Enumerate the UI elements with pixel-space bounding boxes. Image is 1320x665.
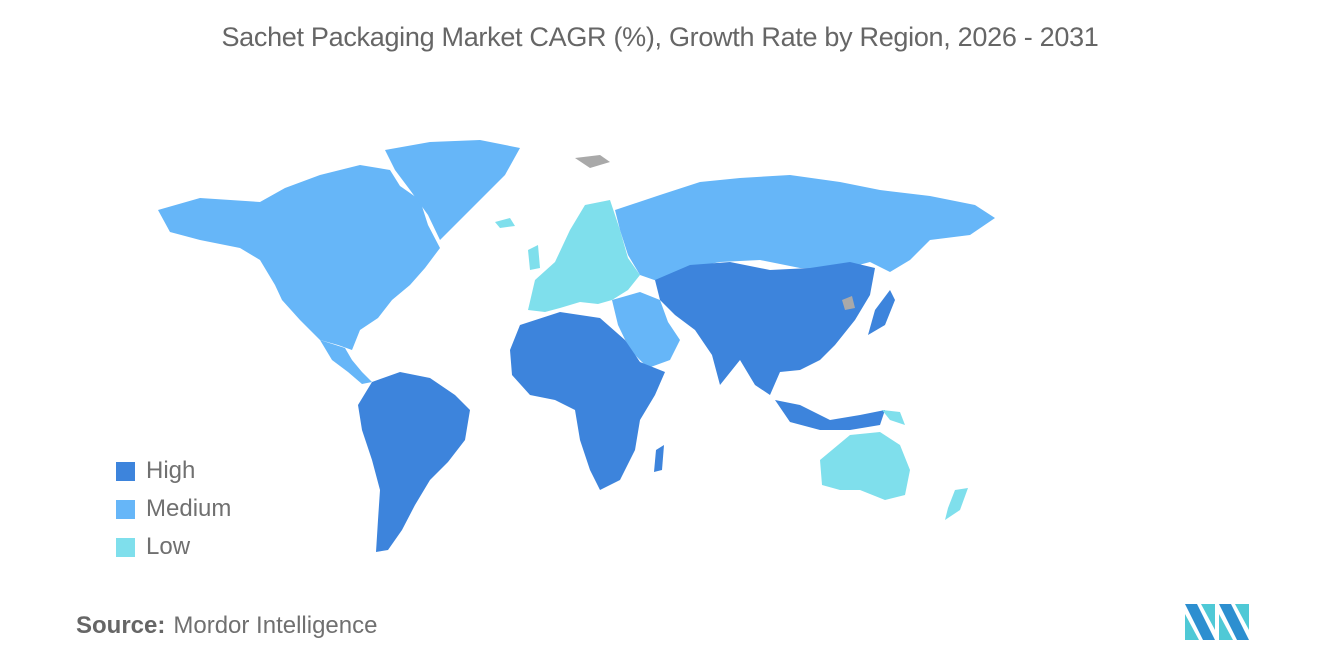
region-southeast-asia (775, 400, 885, 430)
legend-swatch-high (116, 461, 135, 481)
region-middle-east (612, 292, 680, 368)
source-value: Mordor Intelligence (173, 612, 378, 639)
region-europe (528, 200, 640, 312)
legend-label: Low (146, 533, 191, 560)
legend-item-low: Low (116, 528, 231, 566)
source-label: Source: (76, 612, 166, 639)
legend-label: High (146, 457, 196, 484)
region-asia (655, 262, 875, 395)
legend-label: Medium (146, 495, 232, 522)
region-greenland (385, 140, 520, 240)
region-africa (510, 312, 665, 490)
source-line: Source: Mordor Intelligence (76, 612, 377, 640)
legend-item-high: High (116, 452, 231, 490)
region-new-zealand (945, 488, 968, 520)
legend-swatch-low (116, 537, 135, 557)
legend-item-medium: Medium (116, 490, 231, 528)
region-madagascar (654, 445, 664, 472)
legend-swatch-medium (116, 499, 135, 519)
region-korea (842, 296, 855, 310)
region-iceland (495, 218, 515, 228)
region-japan (868, 290, 895, 335)
region-papua (882, 410, 905, 425)
chart-title: Sachet Packaging Market CAGR (%), Growth… (221, 22, 1099, 52)
region-australia (820, 432, 910, 500)
region-central-america (320, 340, 372, 384)
legend: High Medium Low (116, 452, 231, 566)
mordor-logo-icon (1185, 604, 1249, 640)
region-svalbard (575, 155, 610, 168)
region-south-america (358, 372, 470, 552)
region-uk (528, 245, 540, 270)
region-russia (615, 175, 995, 282)
region-north-america (158, 165, 440, 350)
